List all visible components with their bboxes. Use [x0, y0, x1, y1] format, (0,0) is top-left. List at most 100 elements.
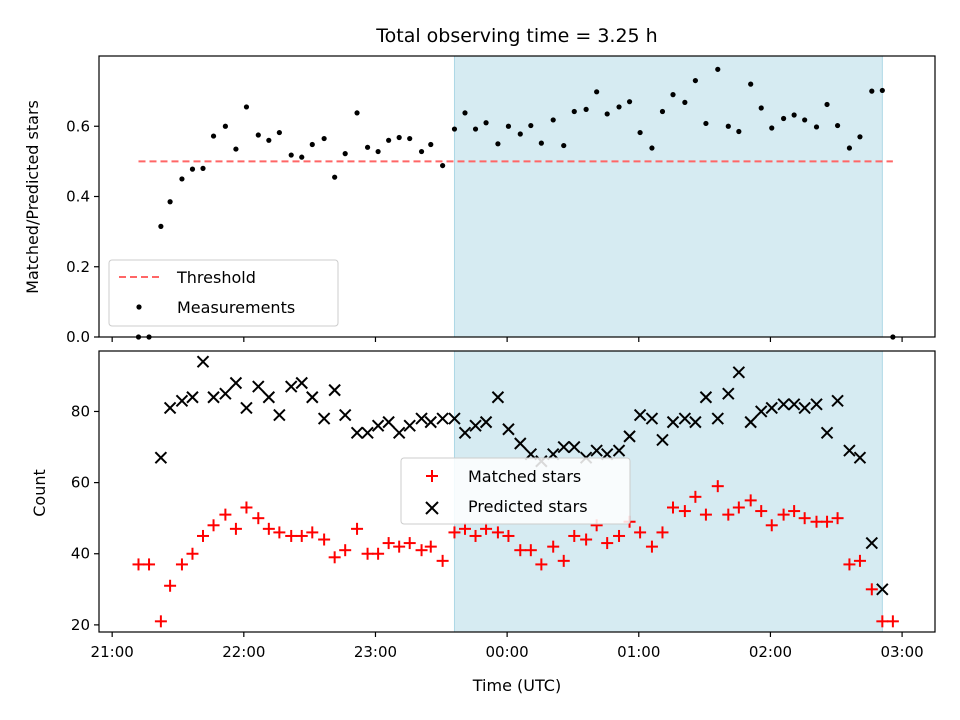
y-tick-label: 0.6	[66, 117, 90, 135]
count-panel: 21:00 22:00 23:00 00:00 01:00 02:00 03:00 20 40…	[30, 350, 936, 695]
predicted-star-point	[568, 440, 581, 454]
predicted-star-point	[633, 408, 647, 422]
measurement-point	[167, 199, 173, 205]
measurement-point	[659, 108, 666, 115]
measurement-point	[550, 117, 556, 123]
measurement-point	[233, 146, 239, 152]
matched-star-point	[154, 615, 167, 628]
matched-star-point	[351, 522, 364, 535]
measurement-point	[299, 154, 305, 160]
predicted-star-point	[252, 380, 265, 393]
measurement-point	[748, 81, 754, 87]
predicted-star-point	[678, 412, 692, 425]
legend-matched-label: Matched stars	[468, 467, 581, 486]
predicted-star-point	[154, 451, 168, 464]
matched-star-point	[262, 522, 275, 535]
matched-star-point	[132, 558, 145, 571]
matched-star-point	[164, 579, 177, 592]
y-tick-label: 0.2	[66, 258, 90, 276]
matched-star-point	[853, 554, 866, 567]
matched-star-point	[547, 540, 560, 553]
matched-star-point	[876, 615, 889, 628]
matched-star-point	[339, 544, 352, 557]
matched-star-point	[186, 547, 199, 560]
matched-star-point	[295, 529, 308, 542]
measurement-point	[834, 122, 841, 129]
predicted-star-point	[262, 391, 276, 404]
y-tick-label: 60	[71, 474, 90, 492]
matched-star-point	[568, 529, 581, 542]
measurement-point	[769, 125, 775, 131]
matched-star-point	[535, 558, 548, 571]
measurement-point	[255, 132, 261, 138]
matched-star-point	[580, 533, 593, 546]
matched-star-point	[458, 522, 471, 535]
measurement-point	[462, 110, 468, 116]
measurement-point	[288, 152, 294, 158]
matched-star-point	[424, 540, 437, 553]
legend-measurements-swatch	[136, 304, 142, 310]
measurement-point	[472, 126, 479, 132]
matched-star-point	[765, 519, 778, 532]
predicted-star-point	[285, 380, 298, 393]
y-tick-label: 80	[71, 402, 90, 420]
predicted-star-point	[317, 412, 331, 425]
predicted-star-point	[229, 376, 243, 390]
predicted-star-point	[843, 444, 856, 457]
matched-star-point	[744, 494, 757, 507]
count-panel-frame	[98, 350, 936, 633]
x-tick-label: 01:00	[617, 643, 660, 661]
measurement-point	[276, 129, 282, 136]
measurement-point	[637, 129, 643, 136]
predicted-star-point	[196, 355, 210, 368]
predicted-star-point	[820, 426, 834, 440]
matched-star-point	[865, 583, 878, 596]
measurement-point	[309, 141, 315, 148]
predicted-star-point	[448, 412, 461, 425]
matched-star-point	[491, 526, 504, 539]
predicted-star-point	[436, 412, 449, 425]
predicted-star-point	[810, 398, 823, 411]
ratio-legend: Threshold Measurements	[108, 259, 339, 327]
legend-threshold-label: Threshold	[176, 268, 256, 287]
predicted-star-point	[219, 387, 232, 400]
ratio-y-axis-label: Matched/Predicted stars	[23, 100, 42, 294]
predicted-star-point	[755, 405, 768, 418]
matched-star-point	[557, 554, 570, 567]
measurement-point	[561, 142, 567, 149]
observing-window-span	[453, 55, 883, 338]
predicted-star-point	[306, 391, 319, 404]
predicted-star-point	[361, 426, 374, 440]
y-tick-label: 20	[71, 616, 90, 634]
matched-star-point	[667, 501, 680, 514]
predicted-star-point	[207, 391, 220, 404]
measurement-point	[780, 115, 787, 122]
matched-star-point	[361, 547, 374, 560]
count-legend: Matched stars Predicted stars	[400, 457, 631, 525]
predicted-star-point	[403, 419, 416, 432]
matched-star-point	[601, 537, 614, 550]
measurement-point	[824, 101, 830, 108]
predicted-star-point	[186, 391, 199, 404]
matched-star-point	[810, 515, 823, 528]
measurement-point	[396, 134, 402, 141]
predicted-star-point	[175, 394, 189, 408]
matched-star-point	[886, 615, 899, 628]
matched-star-point	[207, 519, 220, 532]
predicted-star-point	[338, 408, 352, 422]
chart-title: Total observing time = 3.25 h	[375, 25, 657, 47]
predicted-star-point	[656, 433, 669, 447]
measurement-point	[243, 104, 250, 110]
measurement-point	[791, 112, 797, 118]
measurement-point	[210, 133, 217, 139]
matched-star-point	[285, 529, 298, 542]
matched-star-point	[711, 480, 724, 493]
matched-star-point	[645, 540, 658, 553]
matched-star-point	[502, 529, 515, 542]
y-tick-label: 0.4	[66, 188, 90, 206]
measurement-point	[736, 128, 742, 135]
predicted-star-point	[865, 536, 879, 550]
measurement-point	[418, 148, 425, 155]
measurement-point	[528, 122, 534, 129]
